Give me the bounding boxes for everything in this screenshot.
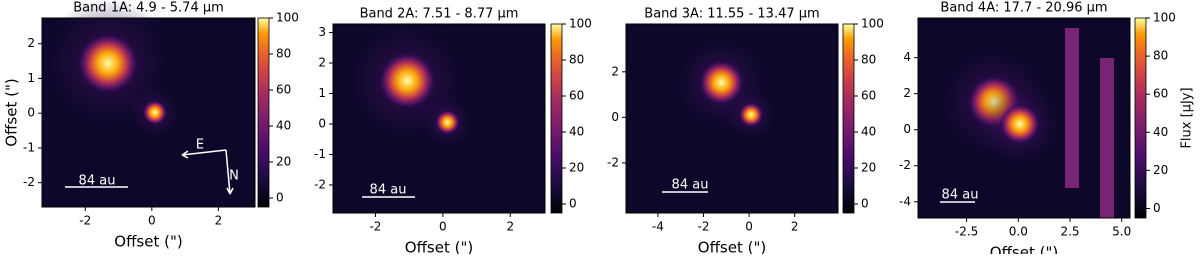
colorbar-tick-label: 60: [1153, 87, 1168, 101]
colorbar-tick-label: 100: [569, 17, 592, 31]
image-source: [435, 110, 460, 135]
colorbar-tick-label: 0: [569, 197, 577, 211]
annotation: 84 au: [942, 188, 979, 203]
panel-title: Band 3A: 11.55 - 13.47 μm: [644, 7, 819, 22]
colorbar: [257, 17, 270, 208]
image-source: [142, 100, 167, 125]
y-axis-label: Offset ("): [3, 78, 21, 146]
annotation: 84 au: [370, 183, 407, 198]
annotation: 84 au: [79, 174, 116, 189]
y-tick-label: -2: [607, 155, 619, 169]
panel-title: Band 2A: 7.51 - 8.77 μm: [360, 7, 519, 22]
colorbar-tick-label: 40: [861, 125, 876, 139]
colorbar-tick-label: 80: [861, 53, 876, 67]
x-tick-label: 0: [745, 220, 753, 234]
colorbar-tick-label: 40: [569, 125, 584, 139]
x-tick-label: -2: [369, 220, 381, 234]
y-tick-label: 0: [903, 122, 911, 136]
colorbar-tick-label: 100: [276, 11, 299, 25]
x-tick-label: 2: [215, 214, 223, 228]
y-tick-label: 0: [27, 106, 35, 120]
x-tick-label: 0: [148, 214, 156, 228]
colorbar-tick-label: 60: [861, 89, 876, 103]
y-tick-label: 0: [611, 110, 619, 124]
colorbar-tick-label: 20: [569, 161, 584, 175]
image-source: [999, 104, 1040, 144]
x-tick-label: 2.5: [1060, 225, 1079, 239]
axes-frame: [917, 17, 1131, 219]
colorbar-tick-label: 20: [861, 161, 876, 175]
x-tick-label: 0: [439, 220, 447, 234]
colorbar: [842, 23, 855, 214]
y-tick-label: 0: [318, 116, 326, 130]
x-tick-label: 5.0: [1112, 225, 1131, 239]
colorbar-tick-label: 0: [276, 191, 284, 205]
x-tick-label: 0.0: [1009, 225, 1028, 239]
x-tick-label: 2: [791, 220, 799, 234]
colorbar-tick-label: 40: [276, 119, 291, 133]
y-tick-label: -1: [23, 140, 35, 154]
axes-frame: [41, 17, 256, 208]
colorbar-tick-label: 80: [276, 47, 291, 61]
colorbar-tick-label: 100: [861, 17, 884, 31]
x-axis-label: Offset ("): [698, 239, 766, 255]
y-tick-label: 2: [611, 64, 619, 78]
compass-arrow: [181, 149, 234, 195]
colorbar-tick-label: 80: [1153, 49, 1168, 63]
y-tick-label: -2: [899, 158, 911, 172]
y-tick-label: 3: [318, 25, 326, 39]
image-source: [699, 60, 744, 105]
colorbar-tick-label: 20: [1153, 163, 1168, 177]
y-tick-label: 1: [318, 86, 326, 100]
panel-title: Band 1A: 4.9 - 5.74 μm: [73, 1, 224, 16]
y-tick-label: -4: [899, 194, 911, 208]
y-tick-label: 1: [27, 71, 35, 85]
colorbar-tick-label: 80: [569, 53, 584, 67]
colorbar: [1134, 17, 1147, 219]
y-tick-label: 2: [318, 56, 326, 70]
image-source: [379, 52, 436, 109]
x-tick-label: -2: [79, 214, 91, 228]
colorbar-label: Flux [μJy]: [1180, 87, 1195, 148]
colorbar-tick-label: 0: [1153, 201, 1161, 215]
y-tick-label: 4: [903, 50, 911, 64]
colorbar-tick-label: 20: [276, 155, 291, 169]
y-tick-label: -2: [23, 175, 35, 189]
colorbar: [550, 23, 563, 214]
colorbar-tick-label: 0: [861, 197, 869, 211]
x-axis-label: Offset ("): [114, 233, 182, 251]
x-tick-label: -2.5: [955, 225, 978, 239]
colorbar-tick-label: 60: [569, 89, 584, 103]
y-tick-label: 2: [27, 36, 35, 50]
x-tick-label: -2: [698, 220, 710, 234]
x-tick-label: -4: [652, 220, 664, 234]
y-tick-label: 2: [903, 86, 911, 100]
y-tick-label: -2: [314, 177, 326, 191]
y-tick-label: -1: [314, 147, 326, 161]
axes-frame: [332, 23, 546, 214]
annotation: 84 au: [672, 178, 709, 193]
image-stripe: [1065, 28, 1079, 188]
image-source: [739, 102, 764, 127]
colorbar-tick-label: 100: [1153, 11, 1176, 25]
axes-frame: [625, 23, 839, 214]
image-stripe: [1100, 58, 1114, 218]
colorbar-tick-label: 40: [1153, 125, 1168, 139]
x-tick-label: 2: [506, 220, 514, 234]
colorbar-tick-label: 60: [276, 83, 291, 97]
x-axis-label: Offset ("): [405, 239, 473, 255]
annotation: E: [196, 138, 204, 153]
x-axis-label: Offset ("): [990, 244, 1058, 255]
annotation: N: [229, 169, 239, 184]
image-source: [78, 33, 139, 94]
panel-title: Band 4A: 17.7 - 20.96 μm: [940, 1, 1107, 16]
